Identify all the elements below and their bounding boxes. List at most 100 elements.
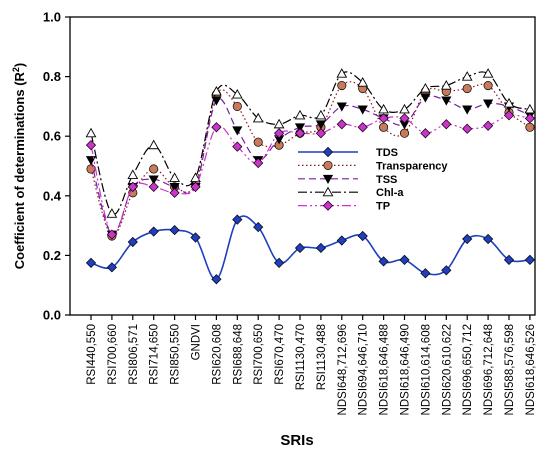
data-point	[231, 88, 243, 99]
data-point	[441, 119, 452, 130]
series-line	[90, 114, 531, 236]
data-point	[232, 126, 243, 136]
x-tick-label: NDSI618,646,526	[525, 324, 537, 415]
x-tick-label: RSI714,650	[149, 324, 161, 385]
y-tick-label: 0.6	[43, 129, 61, 144]
x-tick-label: NDSI648,712,696	[337, 324, 349, 415]
data-point	[357, 230, 368, 242]
data-point	[148, 226, 159, 237]
data-point	[106, 208, 118, 218]
x-tick-label: NDSI694,646,710	[358, 324, 370, 415]
data-point	[127, 236, 138, 248]
data-point	[420, 268, 431, 279]
legend-label: TP	[376, 201, 390, 213]
series-tp	[85, 110, 535, 240]
data-point	[253, 137, 263, 147]
data-point	[503, 110, 515, 121]
data-point	[420, 93, 431, 103]
data-point	[106, 229, 117, 240]
x-tick-label: RSI850,550	[170, 324, 182, 385]
data-point	[106, 262, 117, 273]
legend-label: TDS	[376, 147, 398, 159]
data-point	[336, 119, 347, 130]
x-tick-label: RSI1130,488	[316, 324, 328, 390]
y-tick-label: 0.0	[43, 308, 61, 323]
data-point	[441, 96, 452, 106]
data-point	[315, 242, 326, 254]
data-point	[211, 85, 222, 96]
x-tick-label: NDSI610,614,608	[420, 324, 432, 415]
data-point	[399, 254, 410, 265]
data-point	[169, 224, 180, 236]
data-point	[190, 172, 201, 182]
data-point	[440, 80, 452, 90]
series-tds	[85, 214, 535, 285]
x-tick-label: NDSI588,576,598	[504, 324, 516, 415]
x-tick-label: NDSI618,646,488	[379, 324, 391, 415]
data-point	[378, 113, 389, 124]
x-tick-label: RSI806,571	[128, 324, 140, 385]
data-point	[149, 164, 159, 174]
data-point	[379, 122, 389, 132]
data-point	[462, 83, 472, 94]
data-point	[127, 169, 139, 179]
plot-frame	[69, 16, 536, 316]
x-tick-label: RSI700,660	[107, 324, 119, 385]
data-point	[148, 139, 160, 150]
x-tick-label: RSI688,648	[232, 324, 244, 385]
data-point	[482, 99, 494, 109]
data-point	[420, 128, 431, 139]
data-point	[462, 123, 473, 134]
data-point	[462, 233, 473, 245]
data-point	[378, 256, 389, 267]
x-tick-label: RSI1130,470	[295, 324, 307, 390]
y-tick-label: 0.8	[43, 69, 61, 84]
data-point	[336, 102, 347, 112]
legend-marker	[323, 160, 333, 170]
data-point	[315, 120, 327, 130]
data-point	[399, 103, 410, 114]
data-point	[211, 274, 222, 285]
data-point	[337, 80, 347, 91]
data-point	[315, 109, 327, 120]
series-chl-a	[85, 68, 536, 218]
x-tick-label: RSI440,550	[86, 324, 98, 385]
data-point	[503, 97, 515, 108]
x-tick-label: GNDVI	[191, 324, 203, 360]
data-point	[85, 257, 97, 268]
data-point	[483, 120, 494, 131]
series-line	[90, 81, 531, 237]
y-tick-label: 0.4	[43, 188, 62, 203]
data-point	[357, 105, 368, 115]
data-point	[232, 101, 242, 111]
data-point	[483, 80, 493, 91]
data-point	[503, 254, 515, 265]
data-point	[399, 128, 410, 138]
data-point	[148, 175, 159, 185]
data-point	[336, 68, 348, 78]
data-point	[294, 242, 306, 254]
legend-label: TSS	[376, 174, 397, 186]
data-point	[462, 105, 473, 115]
data-point	[232, 214, 243, 225]
data-point	[441, 265, 452, 276]
data-point	[336, 235, 347, 246]
data-point	[127, 181, 138, 192]
series-line	[90, 215, 530, 281]
data-point	[273, 118, 285, 129]
data-point	[190, 232, 201, 243]
x-tick-label: RSI670,470	[274, 324, 286, 385]
data-point	[294, 128, 306, 139]
data-point	[482, 68, 494, 78]
data-point	[253, 157, 264, 169]
x-axis-label: SRIs	[280, 432, 313, 449]
data-point	[190, 181, 201, 192]
x-tick-label: NDSI696,712,648	[483, 324, 495, 415]
data-point	[232, 141, 243, 152]
data-point	[211, 96, 222, 106]
data-point	[420, 83, 431, 93]
y-tick-label: 0.2	[43, 248, 61, 263]
x-tick-label: NDSI620,610,622	[441, 324, 453, 415]
data-point	[274, 257, 285, 268]
